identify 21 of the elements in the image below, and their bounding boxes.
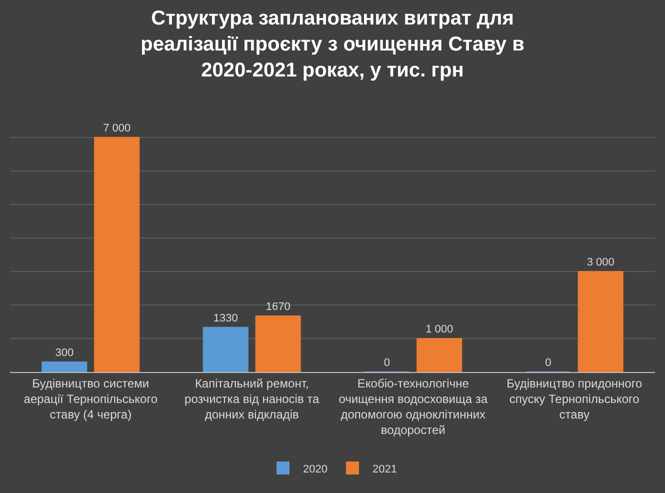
x-tick-label: Капітальний ремонт, розчистка від наносів та донних відкладів — [184, 376, 320, 422]
bar — [202, 326, 248, 372]
x-tick-label: Екобіо-технологічне очищення водосховища за допомогою одноклітинних водоростей — [338, 376, 488, 438]
legend-label: 2020 — [303, 463, 328, 476]
legend-label: 2021 — [372, 463, 397, 476]
bar — [42, 361, 88, 372]
chart-title: Структура запланованих витрат для реалізації проєкту з очищення Ставу в 2020-2021 роках, у тис. грн — [140, 8, 524, 82]
data-label: 7 000 — [103, 122, 131, 134]
data-label: 1330 — [213, 312, 238, 324]
data-label: 300 — [55, 346, 74, 359]
data-label: 1 000 — [426, 323, 454, 336]
bar — [578, 270, 624, 372]
data-label: 3 000 — [586, 256, 614, 268]
data-label: 1670 — [266, 301, 290, 314]
x-tick-label: Будівництво системи аерації Тернопільського ставу (4 черга) — [24, 376, 158, 422]
bar — [416, 338, 462, 372]
bar — [94, 136, 140, 372]
data-label: 0 — [384, 357, 390, 369]
bar — [255, 316, 301, 372]
data-label: 0 — [545, 357, 552, 369]
x-tick-label: Будівництво придонного спуску Тернопільського ставу — [506, 376, 642, 422]
